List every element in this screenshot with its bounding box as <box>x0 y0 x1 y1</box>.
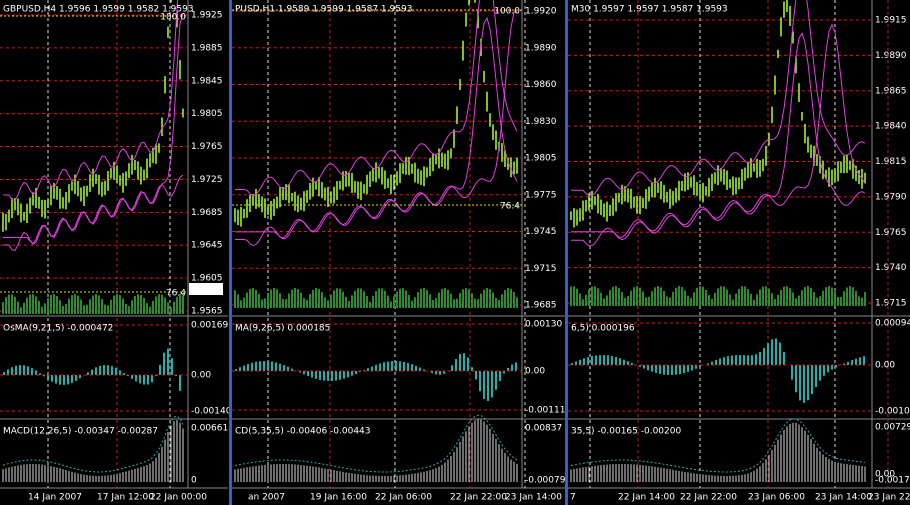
price-label: 1.9885 <box>191 43 223 53</box>
band-line <box>3 13 184 252</box>
price-label: 1.9565 <box>191 307 223 317</box>
macd-axis-label: -0.00079 <box>525 476 566 486</box>
band-line <box>235 11 518 239</box>
price-label: 1.9645 <box>191 241 223 251</box>
date-label: 17 Jan 12:00 <box>97 493 154 503</box>
band-line <box>3 0 179 202</box>
price-label: 1.9890 <box>525 43 557 53</box>
price-label: 1.9890 <box>875 51 907 61</box>
date-label: 19 Jan 16:00 <box>310 493 367 503</box>
price-label: 1.9775 <box>525 190 557 200</box>
pane-separator <box>565 0 568 505</box>
macd-axis-label: 0.00661 <box>191 424 228 434</box>
band-line <box>571 0 866 197</box>
osma-title: MA(9,26,5) 0.000185 <box>235 324 330 334</box>
price-label: 1.9845 <box>191 76 223 86</box>
fib-label: 100.0 <box>160 13 186 23</box>
price-label: 1.9925 <box>191 11 223 21</box>
price-label: 1.9915 <box>875 16 907 26</box>
macd-axis-label: 0 <box>191 476 197 486</box>
price-label: 1.9715 <box>875 299 907 309</box>
osma-axis-label: 0.00169 <box>191 321 228 331</box>
macd-axis-label: 0.00837 <box>525 424 562 434</box>
price-label: 1.9840 <box>875 122 907 132</box>
macd-axis-label: 0.00 <box>875 470 895 480</box>
band-line <box>571 32 866 247</box>
price-label: 1.9790 <box>875 192 907 202</box>
price-label: 1.9920 <box>525 7 557 17</box>
chart-title: GBPUSD,H4 1.9596 1.9599 1.9582 1.9593 <box>3 5 194 15</box>
date-label: 22 Jan 00:00 <box>150 493 207 503</box>
price-label: 1.9765 <box>875 228 907 238</box>
fib-label: 76.4 <box>166 289 186 299</box>
date-label: 23 Jan 22:00 <box>868 493 910 503</box>
osma-axis-label: 0.00 <box>525 367 545 377</box>
osma-axis-label: -0.00111 <box>525 406 565 416</box>
fib-label: 100.0 <box>494 7 520 17</box>
chart-title: M30 1.9597 1.9597 1.9587 1.9593 <box>571 5 728 15</box>
date-label: 22 Jan 22:00 <box>680 493 737 503</box>
date-label: 22 Jan 22:00 <box>450 493 507 503</box>
macd-axis-label: -0.0017 <box>875 476 910 486</box>
price-label: 1.9830 <box>525 117 557 127</box>
date-label: 23 Jan 06:00 <box>748 493 805 503</box>
signal-line <box>570 418 866 473</box>
macd-title: MACD(12,26,5) -0.00347 -0.00287 <box>3 427 158 437</box>
osma-axis-label: 0.00130 <box>525 320 562 330</box>
osma-axis-label: 0.00 <box>191 371 211 381</box>
date-label: 22 Jan 14:00 <box>618 493 675 503</box>
price-label: 1.9765 <box>191 142 223 152</box>
macd-title: CD(5,35,5) -0.00406 -0.00443 <box>235 427 371 437</box>
price-label: 1.9685 <box>525 301 557 311</box>
macd-title: 35,5) -0.00165 -0.00200 <box>571 427 681 437</box>
band-line <box>571 23 866 238</box>
date-label: an 2007 <box>248 493 285 503</box>
current-price: 1.9593 <box>191 285 223 295</box>
osma-axis-label: -0.00140 <box>191 407 232 417</box>
macd-axis-label: 0.00729 <box>875 423 910 433</box>
fib-label: 76.4 <box>500 202 520 212</box>
osma-axis-label: -0.00100 <box>875 407 910 417</box>
price-label: 1.9740 <box>875 263 907 273</box>
price-label: 1.9725 <box>191 175 223 185</box>
band-line <box>3 174 184 245</box>
band-line <box>235 0 518 197</box>
price-label: 1.9805 <box>525 154 557 164</box>
osma-title: 6,5) 0.000196 <box>571 324 635 334</box>
price-label: 1.9815 <box>875 157 907 167</box>
pane-separator <box>229 0 232 505</box>
current-price-box <box>189 283 223 295</box>
price-label: 1.9715 <box>525 264 557 274</box>
date-label: 23 Jan 14:00 <box>505 493 562 503</box>
date-label: 7 <box>570 493 576 503</box>
price-label: 1.9865 <box>875 86 907 96</box>
price-label: 1.9745 <box>525 227 557 237</box>
chart-title: PUSD,H1 1.9589 1.9599 1.9587 1.9593 <box>235 5 412 15</box>
price-label: 1.9685 <box>191 208 223 218</box>
date-label: 23 Jan 14:00 <box>815 493 872 503</box>
osma-axis-label: 0.00 <box>875 361 895 371</box>
price-label: 1.9860 <box>525 80 557 90</box>
date-label: 22 Jan 06:00 <box>375 493 432 503</box>
band-line <box>235 16 518 247</box>
date-label: 14 Jan 2007 <box>28 493 82 503</box>
price-label: 1.9605 <box>191 274 223 284</box>
osma-axis-label: 0.00094 <box>875 319 910 329</box>
price-label: 1.9805 <box>191 109 223 119</box>
osma-title: OsMA(9,21,5) -0.000472 <box>3 324 113 334</box>
